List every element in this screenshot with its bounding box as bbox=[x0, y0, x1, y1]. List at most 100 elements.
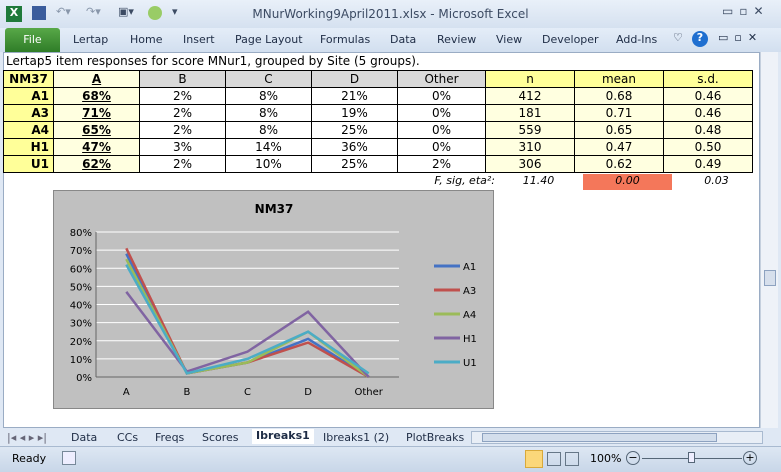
table-cell[interactable]: 3% bbox=[139, 138, 226, 156]
sheet-tab[interactable]: Ibreaks1 bbox=[252, 429, 314, 444]
table-cell[interactable]: 25% bbox=[311, 121, 398, 139]
zoom-in-icon[interactable]: + bbox=[743, 451, 757, 465]
macro-record-icon[interactable] bbox=[62, 451, 76, 465]
window-controls[interactable]: ▭▫✕ bbox=[722, 4, 770, 18]
table-cell[interactable]: 47% bbox=[53, 138, 140, 156]
tab-developer[interactable]: Developer bbox=[542, 33, 599, 46]
tab-view[interactable]: View bbox=[496, 33, 523, 46]
table-cell[interactable]: 0.46 bbox=[663, 104, 753, 122]
hscroll-thumb[interactable] bbox=[482, 433, 717, 442]
tab-lertap[interactable]: Lertap bbox=[73, 33, 109, 46]
table-cell[interactable]: 310 bbox=[485, 138, 575, 156]
page-layout-view-icon[interactable] bbox=[547, 452, 561, 466]
minimize-ribbon-icon[interactable]: ♡ bbox=[673, 31, 683, 44]
tab-add-ins[interactable]: Add-Ins bbox=[616, 33, 658, 46]
table-cell[interactable]: A4 bbox=[3, 121, 54, 139]
table-cell[interactable]: 14% bbox=[225, 138, 312, 156]
stat-f[interactable]: 11.40 bbox=[522, 174, 555, 187]
tab-page-layout[interactable]: Page Layout bbox=[235, 33, 303, 46]
scroll-thumb[interactable] bbox=[764, 270, 776, 286]
tab-insert[interactable]: Insert bbox=[183, 33, 215, 46]
sheet-tab[interactable]: PlotBreaks bbox=[406, 431, 465, 444]
table-cell[interactable]: 25% bbox=[311, 155, 398, 173]
table-cell[interactable]: 0% bbox=[397, 121, 486, 139]
table-cell[interactable]: 10% bbox=[225, 155, 312, 173]
header-b[interactable]: B bbox=[139, 70, 226, 88]
table-cell[interactable]: 0.50 bbox=[663, 138, 753, 156]
table-cell[interactable]: 2% bbox=[139, 121, 226, 139]
table-cell[interactable]: 2% bbox=[139, 104, 226, 122]
table-cell[interactable]: 181 bbox=[485, 104, 575, 122]
form-icon[interactable]: ▣▾ bbox=[118, 5, 134, 18]
table-cell[interactable]: H1 bbox=[3, 138, 54, 156]
tab-formulas[interactable]: Formulas bbox=[320, 33, 371, 46]
header-other[interactable]: Other bbox=[397, 70, 486, 88]
table-cell[interactable]: 62% bbox=[53, 155, 140, 173]
tab-home[interactable]: Home bbox=[130, 33, 163, 46]
table-cell[interactable]: 68% bbox=[53, 87, 140, 105]
table-cell[interactable]: 0% bbox=[397, 104, 486, 122]
header-a[interactable]: A bbox=[53, 70, 140, 88]
help-icon[interactable]: ? bbox=[692, 31, 708, 47]
header-n[interactable]: n bbox=[485, 70, 575, 88]
stat-eta[interactable]: 0.03 bbox=[704, 174, 729, 187]
zoom-slider-handle[interactable] bbox=[688, 452, 695, 463]
table-cell[interactable]: 412 bbox=[485, 87, 575, 105]
zoom-out-icon[interactable]: − bbox=[626, 451, 640, 465]
table-cell[interactable]: 0% bbox=[397, 87, 486, 105]
table-cell[interactable]: 36% bbox=[311, 138, 398, 156]
table-cell[interactable]: 8% bbox=[225, 121, 312, 139]
header-d[interactable]: D bbox=[311, 70, 398, 88]
table-cell[interactable]: 0.65 bbox=[574, 121, 664, 139]
table-cell[interactable]: A3 bbox=[3, 104, 54, 122]
table-cell[interactable]: 21% bbox=[311, 87, 398, 105]
table-cell[interactable]: U1 bbox=[3, 155, 54, 173]
table-cell[interactable]: 19% bbox=[311, 104, 398, 122]
table-cell[interactable]: 0.47 bbox=[574, 138, 664, 156]
normal-view-icon[interactable] bbox=[525, 450, 543, 468]
table-cell[interactable]: 0.48 bbox=[663, 121, 753, 139]
stat-sig[interactable]: 0.00 bbox=[583, 174, 672, 190]
table-cell[interactable]: 0.71 bbox=[574, 104, 664, 122]
workbook-controls[interactable]: ▭▫✕ bbox=[718, 31, 764, 44]
table-cell[interactable]: 559 bbox=[485, 121, 575, 139]
vertical-scrollbar[interactable] bbox=[760, 52, 778, 428]
redo-icon[interactable]: ↷▾ bbox=[86, 5, 101, 18]
table-cell[interactable]: 306 bbox=[485, 155, 575, 173]
table-cell[interactable]: 0.49 bbox=[663, 155, 753, 173]
header-c[interactable]: C bbox=[225, 70, 312, 88]
table-cell[interactable]: A1 bbox=[3, 87, 54, 105]
line-chart[interactable]: NM37 0% 10% 20% 30% 40% 50% 60% 70% 80% A B C D Other A… bbox=[53, 190, 494, 409]
file-tab[interactable]: File bbox=[5, 28, 60, 52]
table-cell[interactable]: 71% bbox=[53, 104, 140, 122]
table-cell[interactable]: 0% bbox=[397, 138, 486, 156]
circle-icon[interactable] bbox=[148, 6, 162, 20]
sheet-nav-icons[interactable]: |◂ ◂ ▸ ▸| bbox=[7, 431, 47, 444]
x-tick-label: B bbox=[183, 387, 190, 398]
sheet-tab[interactable]: Ibreaks1 (2) bbox=[323, 431, 390, 444]
page-break-view-icon[interactable] bbox=[565, 452, 579, 466]
tab-data[interactable]: Data bbox=[390, 33, 417, 46]
table-cell[interactable]: 8% bbox=[225, 87, 312, 105]
sheet-tab[interactable]: Freqs bbox=[155, 431, 185, 444]
horizontal-scrollbar[interactable] bbox=[471, 431, 763, 444]
table-cell[interactable]: 2% bbox=[139, 87, 226, 105]
table-cell[interactable]: 2% bbox=[139, 155, 226, 173]
sheet-tab[interactable]: CCs bbox=[117, 431, 139, 444]
tab-review[interactable]: Review bbox=[437, 33, 477, 46]
header-item[interactable]: NM37 bbox=[3, 70, 54, 88]
header-sd[interactable]: s.d. bbox=[663, 70, 753, 88]
header-mean[interactable]: mean bbox=[574, 70, 664, 88]
undo-icon[interactable]: ↶▾ bbox=[56, 5, 71, 18]
table-cell[interactable]: 0.68 bbox=[574, 87, 664, 105]
zoom-level[interactable]: 100% bbox=[590, 452, 622, 465]
sheet-tab[interactable]: Scores bbox=[202, 431, 239, 444]
sheet-tab[interactable]: Data bbox=[71, 431, 98, 444]
table-cell[interactable]: 2% bbox=[397, 155, 486, 173]
save-icon[interactable] bbox=[32, 6, 46, 20]
customize-qat-icon[interactable]: ▾ bbox=[172, 5, 178, 18]
table-cell[interactable]: 0.46 bbox=[663, 87, 753, 105]
table-cell[interactable]: 65% bbox=[53, 121, 140, 139]
table-cell[interactable]: 8% bbox=[225, 104, 312, 122]
table-cell[interactable]: 0.62 bbox=[574, 155, 664, 173]
